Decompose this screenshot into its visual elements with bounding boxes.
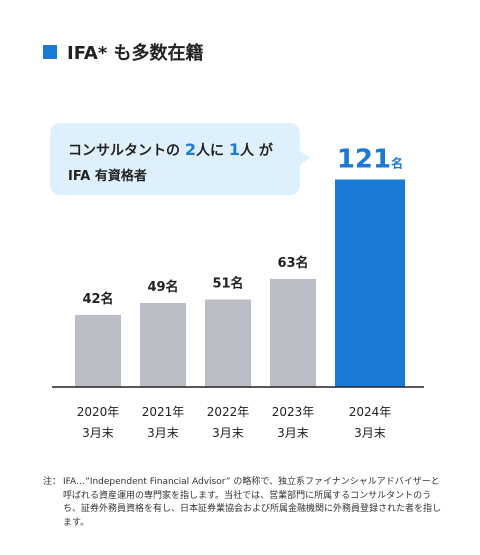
value-label-4: 121名 bbox=[337, 144, 403, 174]
bar-2 bbox=[205, 299, 251, 387]
category-label-2-year: 2022年 bbox=[207, 405, 250, 419]
value-label-1: 49名 bbox=[147, 279, 178, 295]
callout-highlight-2: 1 bbox=[228, 140, 241, 159]
chart-title-text: IFA* も多数在籍 bbox=[67, 43, 204, 64]
category-label-1-year: 2021年 bbox=[142, 405, 185, 419]
category-label-3-year: 2023年 bbox=[272, 405, 315, 419]
category-label-4-period: 3月末 bbox=[354, 426, 386, 440]
bar-1 bbox=[140, 302, 186, 387]
category-label-1-period: 3月末 bbox=[147, 426, 179, 440]
bar-chart: 42名 2020年 3月末 49名 2021年 3月末 51名 2022年 3月末 63名 2023… bbox=[52, 144, 424, 440]
footnote: 注： IFA…”Independent Financial Advisor” の… bbox=[43, 476, 443, 530]
category-label-4-year: 2024年 bbox=[349, 405, 392, 419]
bar-4 bbox=[335, 179, 405, 387]
category-label-0-year: 2020年 bbox=[77, 405, 120, 419]
bar-3 bbox=[270, 278, 316, 387]
category-label-3-period: 3月末 bbox=[277, 426, 309, 440]
callout-tail bbox=[296, 148, 310, 168]
bar-0 bbox=[75, 314, 121, 387]
footnote-text: IFA…”Independent Financial Advisor” の略称で… bbox=[63, 477, 442, 528]
title-square-icon bbox=[43, 45, 57, 59]
chart-title: IFA* も多数在籍 bbox=[43, 40, 204, 64]
callout-line-2: IFA 有資格者 bbox=[68, 169, 147, 184]
footnote-prefix: 注： bbox=[43, 477, 62, 487]
callout-bubble bbox=[50, 123, 300, 195]
callout-highlight-1: 2 bbox=[184, 140, 197, 159]
value-label-3: 63名 bbox=[277, 255, 308, 271]
value-label-0: 42名 bbox=[82, 291, 113, 307]
category-label-2-period: 3月末 bbox=[212, 426, 244, 440]
value-label-2: 51名 bbox=[212, 276, 243, 292]
callout-line-1: コンサルタントの 2人に 1人 が bbox=[68, 140, 273, 159]
category-label-0-period: 3月末 bbox=[82, 426, 114, 440]
